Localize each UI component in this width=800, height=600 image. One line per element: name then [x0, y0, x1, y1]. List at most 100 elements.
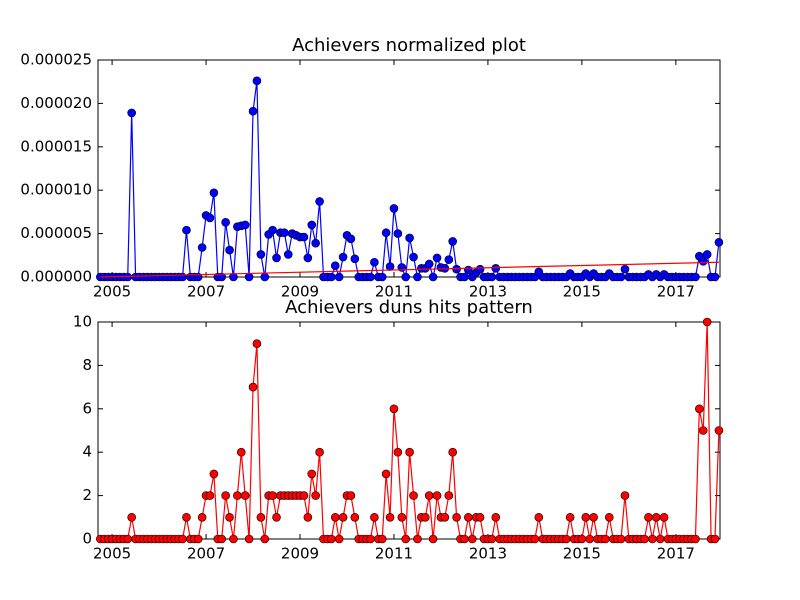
data-point	[534, 512, 544, 522]
subplot: Achievers duns hits pattern 0 2 4 6 8 10 2005 20…	[73, 297, 724, 563]
x-tick-label: 2015	[563, 283, 601, 301]
data-point	[432, 253, 442, 263]
data-point	[193, 534, 203, 544]
data-point	[217, 534, 226, 544]
data-point	[303, 512, 313, 522]
data-point	[225, 245, 234, 255]
data-point	[299, 232, 309, 242]
data-point	[256, 512, 266, 522]
data-point	[487, 272, 497, 282]
x-tick-label: 2017	[657, 283, 695, 301]
y-tick-label: 0.000000	[20, 268, 92, 286]
data-point	[260, 534, 270, 544]
data-point	[240, 220, 250, 230]
data-point	[616, 272, 626, 282]
data-point	[272, 512, 281, 522]
y-tick-label: 0.000025	[20, 51, 92, 69]
data-point	[604, 512, 614, 522]
data-point	[655, 534, 665, 544]
x-tick-label: 2013	[469, 545, 507, 563]
data-point	[487, 534, 497, 544]
data-point	[252, 339, 262, 349]
data-point	[421, 512, 430, 522]
y-tick-label: 4	[82, 443, 92, 461]
data-point	[491, 264, 501, 273]
data-point	[272, 253, 281, 263]
data-point	[413, 272, 422, 282]
data-point	[644, 512, 653, 522]
data-point	[225, 512, 234, 522]
data-point	[252, 76, 262, 86]
data-point	[413, 534, 422, 544]
data-point	[475, 264, 485, 274]
subplot: Achievers normalized plot 0.000000 0.00000…	[20, 35, 724, 301]
data-point	[370, 512, 379, 522]
data-point	[585, 534, 595, 544]
data-point	[714, 237, 724, 247]
data-point	[307, 220, 317, 230]
data-point	[236, 447, 246, 457]
x-tick-label: 2009	[281, 545, 319, 563]
data-point	[240, 491, 250, 500]
data-point	[315, 197, 324, 206]
y-tick-label: 2	[82, 486, 92, 504]
data-point	[460, 534, 469, 544]
data-point	[350, 254, 360, 264]
data-point	[393, 447, 403, 457]
subplot-title: Achievers duns hits pattern	[285, 297, 533, 318]
x-tick-label: 2005	[93, 283, 131, 301]
data-point	[475, 512, 485, 522]
y-tick-label: 10	[73, 313, 92, 331]
data-point	[428, 534, 438, 544]
data-point	[178, 534, 187, 544]
data-point	[209, 188, 219, 198]
data-point	[659, 512, 669, 522]
data-point	[698, 257, 708, 266]
data-point	[244, 534, 254, 544]
data-point	[409, 491, 418, 500]
data-point	[311, 238, 320, 248]
data-point	[444, 491, 454, 500]
data-point	[256, 250, 266, 259]
data-point	[448, 237, 457, 246]
x-tick-label: 2009	[281, 283, 319, 301]
data-point	[244, 272, 254, 282]
data-point	[366, 534, 375, 544]
data-point	[589, 512, 598, 522]
data-point	[710, 534, 720, 544]
data-point	[311, 491, 320, 500]
data-point	[448, 447, 457, 457]
x-tick-label: 2007	[187, 283, 225, 301]
data-point	[205, 491, 215, 500]
data-point	[401, 272, 411, 282]
data-point	[620, 264, 630, 274]
data-point	[123, 534, 133, 544]
data-point	[370, 257, 379, 267]
data-point	[127, 512, 136, 522]
data-point	[452, 264, 461, 274]
y-tick-label: 6	[82, 399, 92, 417]
plot-area	[97, 321, 721, 540]
data-point	[651, 512, 661, 522]
data-point	[424, 259, 434, 269]
data-point	[464, 512, 473, 522]
x-tick-label: 2011	[375, 283, 413, 301]
data-point	[327, 534, 336, 544]
data-point	[397, 512, 407, 522]
data-point	[346, 491, 356, 500]
data-point	[127, 108, 136, 118]
data-point	[393, 229, 403, 238]
data-point	[702, 250, 712, 259]
data-point	[283, 250, 293, 259]
data-point	[197, 243, 207, 252]
data-point	[565, 512, 575, 522]
data-point	[327, 272, 336, 282]
data-point	[197, 512, 207, 522]
data-point	[182, 225, 191, 235]
data-point	[389, 204, 399, 213]
data-point	[334, 534, 344, 544]
data-point	[233, 491, 242, 500]
y-tick-label: 0.000005	[20, 224, 92, 242]
data-point	[616, 534, 626, 544]
data-line	[100, 261, 719, 278]
